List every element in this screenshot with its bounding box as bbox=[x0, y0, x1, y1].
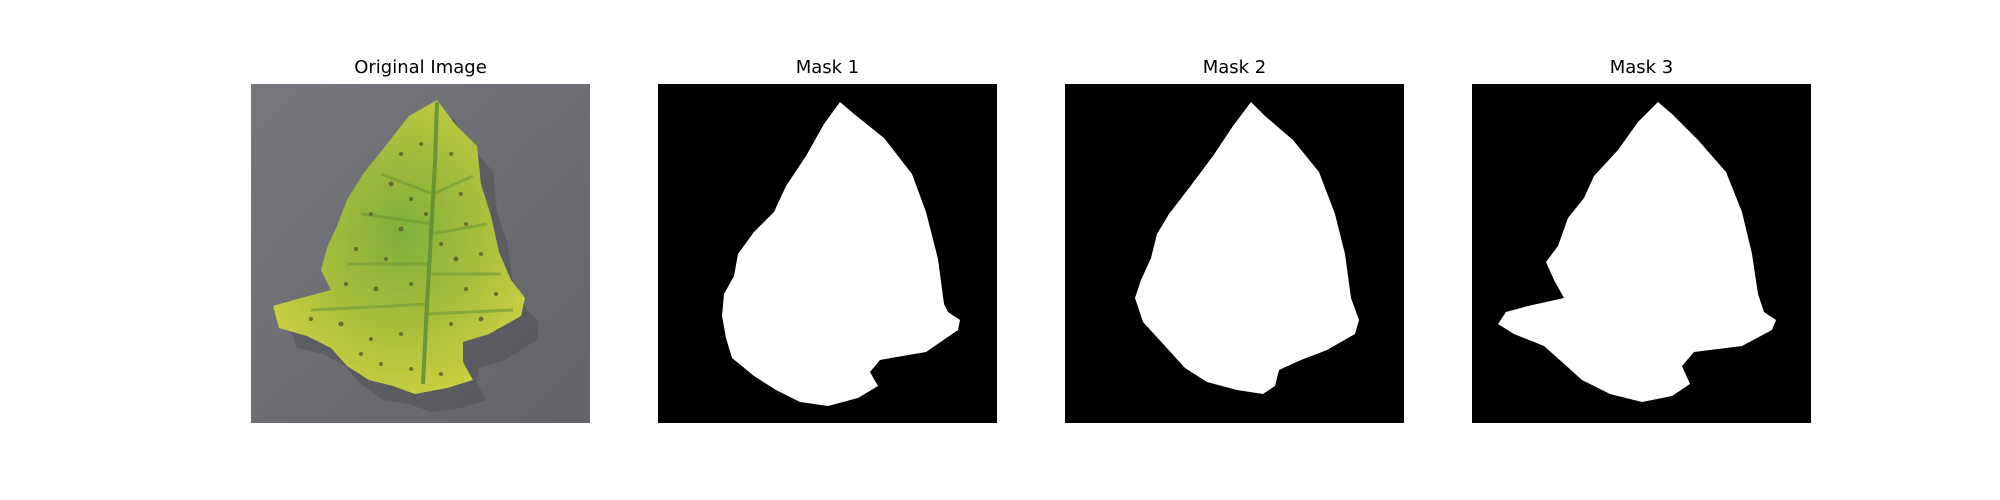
panel-mask-2: Mask 2 bbox=[1065, 0, 1404, 500]
panel-title: Original Image bbox=[354, 57, 487, 78]
panel-title: Mask 1 bbox=[795, 57, 860, 78]
panel-mask-1: Mask 1 bbox=[658, 0, 997, 500]
panel-title: Mask 2 bbox=[1202, 57, 1267, 78]
panel-original-image: Original Image bbox=[251, 0, 590, 500]
panel-mask-3: Mask 3 bbox=[1472, 0, 1811, 500]
mask-1-image bbox=[658, 84, 997, 423]
original-leaf-photo bbox=[251, 84, 590, 423]
panel-title: Mask 3 bbox=[1609, 57, 1674, 78]
mask-3-image bbox=[1472, 84, 1811, 423]
mask-2-image bbox=[1065, 84, 1404, 423]
